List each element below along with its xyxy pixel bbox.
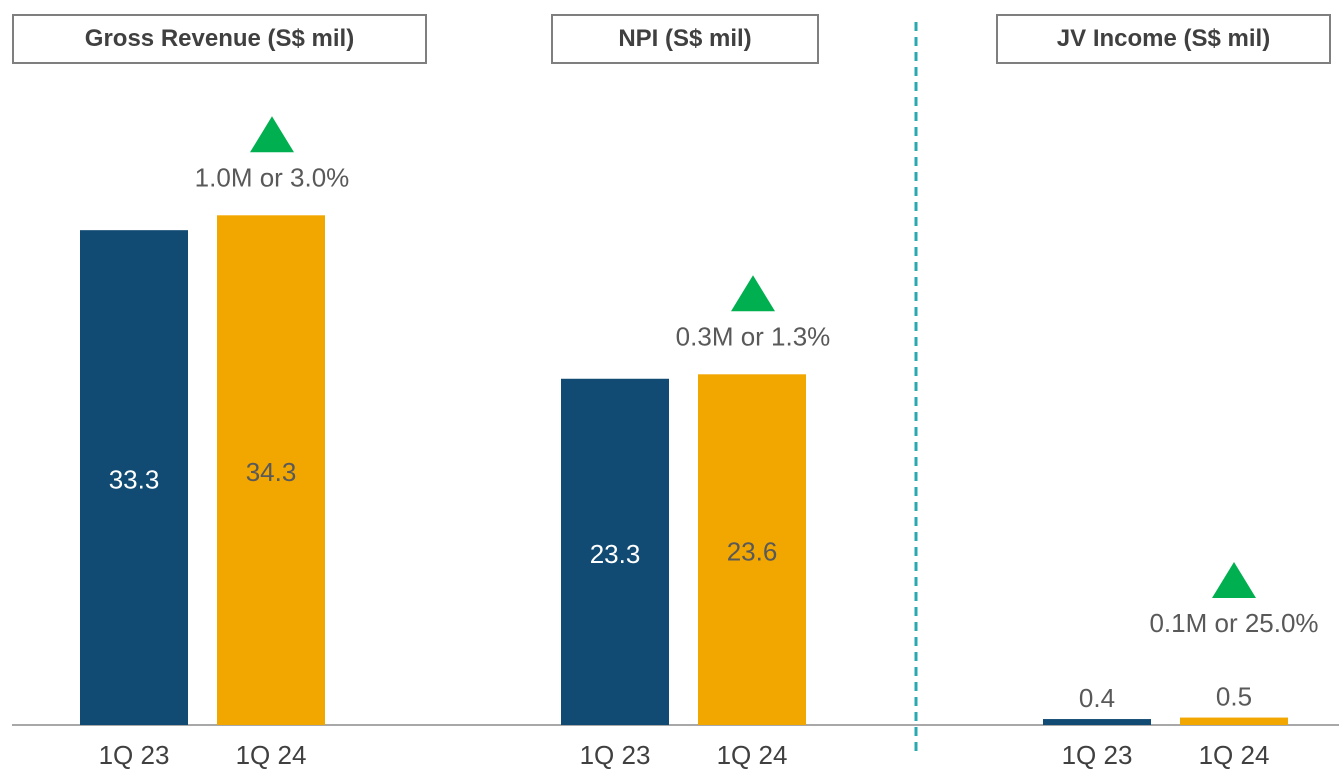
triangle-up-icon [731,275,775,312]
bar-1-1q23 [561,378,669,725]
category-label-0-1q24: 1Q 24 [236,740,307,770]
bar-2-1q23 [1043,719,1151,725]
bar-1-1q24 [698,374,806,725]
gross-revenue-title: Gross Revenue (S$ mil) [12,14,427,64]
triangle-up-icon [1212,562,1256,598]
change-label-2: 0.1M or 25.0% [1149,608,1318,638]
bar-0-1q24 [217,215,325,725]
jv-income-title: JV Income (S$ mil) [996,14,1331,64]
category-label-2-1q24: 1Q 24 [1199,740,1270,770]
category-label-1-1q24: 1Q 24 [717,740,788,770]
value-label-2-1q24: 0.5 [1216,682,1252,712]
category-label-1-1q23: 1Q 23 [580,740,651,770]
npi-title: NPI (S$ mil) [551,14,819,64]
change-label-1: 0.3M or 1.3% [676,321,831,351]
bar-0-1q23 [80,230,188,726]
triangle-up-icon [250,116,294,153]
value-label-1-1q24: 23.6 [727,537,778,567]
change-label-0: 1.0M or 3.0% [195,162,350,192]
value-label-1-1q23: 23.3 [590,539,641,569]
value-label-2-1q23: 0.4 [1079,683,1115,713]
category-label-2-1q23: 1Q 23 [1062,740,1133,770]
bar-2-1q24 [1180,717,1288,725]
category-label-0-1q23: 1Q 23 [99,740,170,770]
value-label-0-1q23: 33.3 [109,465,160,495]
value-label-0-1q24: 34.3 [246,457,297,487]
